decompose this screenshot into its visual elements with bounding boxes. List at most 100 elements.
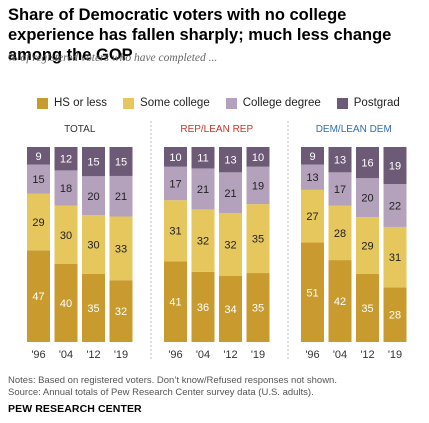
data-label: 33 [115, 243, 127, 255]
x-tick-label: '19 [251, 349, 265, 361]
legend-label: College degree [242, 97, 321, 109]
bar-segment [219, 147, 242, 173]
data-label: 28 [389, 310, 401, 322]
data-label: 40 [60, 298, 72, 310]
data-label: 13 [334, 155, 346, 167]
bar-segment [328, 147, 352, 173]
bar-segment [109, 147, 133, 176]
bar-segment [356, 147, 379, 179]
bar-segment [82, 176, 105, 216]
bar-segment [164, 166, 187, 201]
panel-title: TOTAL [64, 124, 96, 135]
bar-segment [328, 205, 352, 261]
bar-segment [191, 209, 215, 272]
data-label: 32 [197, 236, 209, 248]
x-tick-label: '12 [86, 349, 100, 361]
bar-segment [356, 217, 379, 274]
data-label: 16 [361, 158, 373, 170]
bar-segment [54, 205, 78, 264]
data-label: 30 [87, 240, 99, 252]
data-label: 35 [361, 303, 373, 315]
legend: HS or less Some college College degree P… [37, 96, 416, 110]
data-label: 21 [197, 184, 209, 196]
data-label: 15 [32, 174, 44, 186]
data-label: 18 [60, 183, 72, 195]
bar-segment [219, 172, 242, 214]
data-label: 11 [197, 153, 208, 165]
bar-segment [246, 204, 270, 274]
bar-segment [27, 250, 50, 342]
bar-segment [54, 147, 78, 171]
data-label: 20 [87, 191, 99, 203]
data-label: 51 [306, 287, 318, 299]
bar-segment [164, 261, 187, 342]
bar-segment [54, 170, 78, 206]
data-label: 10 [169, 152, 181, 164]
bar-segment [219, 275, 242, 342]
panel-title: REP/LEAN REP [180, 124, 253, 135]
panel-title: DEM/LEAN DEM [316, 124, 392, 135]
chart-title: Share of Democratic voters with no colle… [8, 6, 392, 64]
x-tick-label: '12 [223, 349, 237, 361]
data-label: 10 [252, 152, 264, 164]
data-label: 22 [389, 201, 401, 213]
x-tick-label: '96 [31, 349, 45, 361]
bar-segment [246, 273, 270, 342]
data-label: 32 [115, 306, 127, 318]
data-label: 42 [334, 296, 346, 308]
data-label: 20 [361, 193, 373, 205]
bar-segment [82, 273, 105, 342]
data-label: 28 [334, 228, 346, 240]
bar-segment [383, 147, 407, 185]
bar-segment [328, 260, 352, 342]
data-label: 27 [306, 211, 318, 223]
data-label: 15 [115, 156, 127, 168]
data-label: 35 [252, 303, 264, 315]
x-tick-label: '04 [196, 349, 210, 361]
bar-segment [109, 280, 133, 342]
x-tick-label: '19 [114, 349, 128, 361]
legend-label: HS or less [54, 97, 108, 109]
data-label: 35 [252, 234, 264, 246]
data-label: 21 [224, 188, 236, 200]
legend-swatch [336, 97, 348, 109]
bar-segment [164, 147, 187, 167]
x-tick-label: '96 [305, 349, 319, 361]
x-tick-label: '19 [388, 349, 402, 361]
legend-swatch [37, 97, 48, 109]
bar-segment [54, 264, 78, 342]
legend-label: Some college [140, 97, 210, 109]
data-label: 17 [334, 184, 346, 196]
x-tick-label: '12 [360, 349, 374, 361]
data-label: 19 [252, 180, 264, 192]
bar-segment [246, 166, 270, 205]
bar-segment [191, 147, 215, 169]
bar-segment [383, 226, 407, 288]
bar-segment [383, 184, 407, 227]
bar-segment [82, 147, 105, 177]
bar-segment [356, 273, 379, 342]
legend-item-postgrad: Postgrad [336, 97, 400, 109]
bar-segment [246, 147, 270, 167]
bar-segment [328, 172, 352, 206]
bar-segment [219, 213, 242, 276]
legend-swatch [123, 97, 135, 109]
data-label: 41 [169, 297, 181, 309]
bar-segment [383, 287, 407, 342]
data-label: 19 [389, 161, 401, 173]
bar-segment [191, 168, 215, 210]
legend-item-college-degree: College degree [225, 97, 321, 109]
data-label: 9 [35, 151, 41, 163]
data-label: 30 [60, 230, 72, 242]
data-label: 9 [309, 151, 315, 163]
legend-swatch [225, 97, 237, 109]
bar-segment [301, 164, 324, 190]
data-label: 36 [197, 302, 209, 314]
data-label: 35 [87, 303, 99, 315]
data-label: 29 [361, 240, 373, 252]
data-label: 32 [224, 240, 236, 252]
bar-segment [27, 164, 50, 194]
x-tick-label: '04 [333, 349, 347, 361]
data-label: 12 [60, 154, 72, 166]
bar-segment [27, 193, 50, 251]
